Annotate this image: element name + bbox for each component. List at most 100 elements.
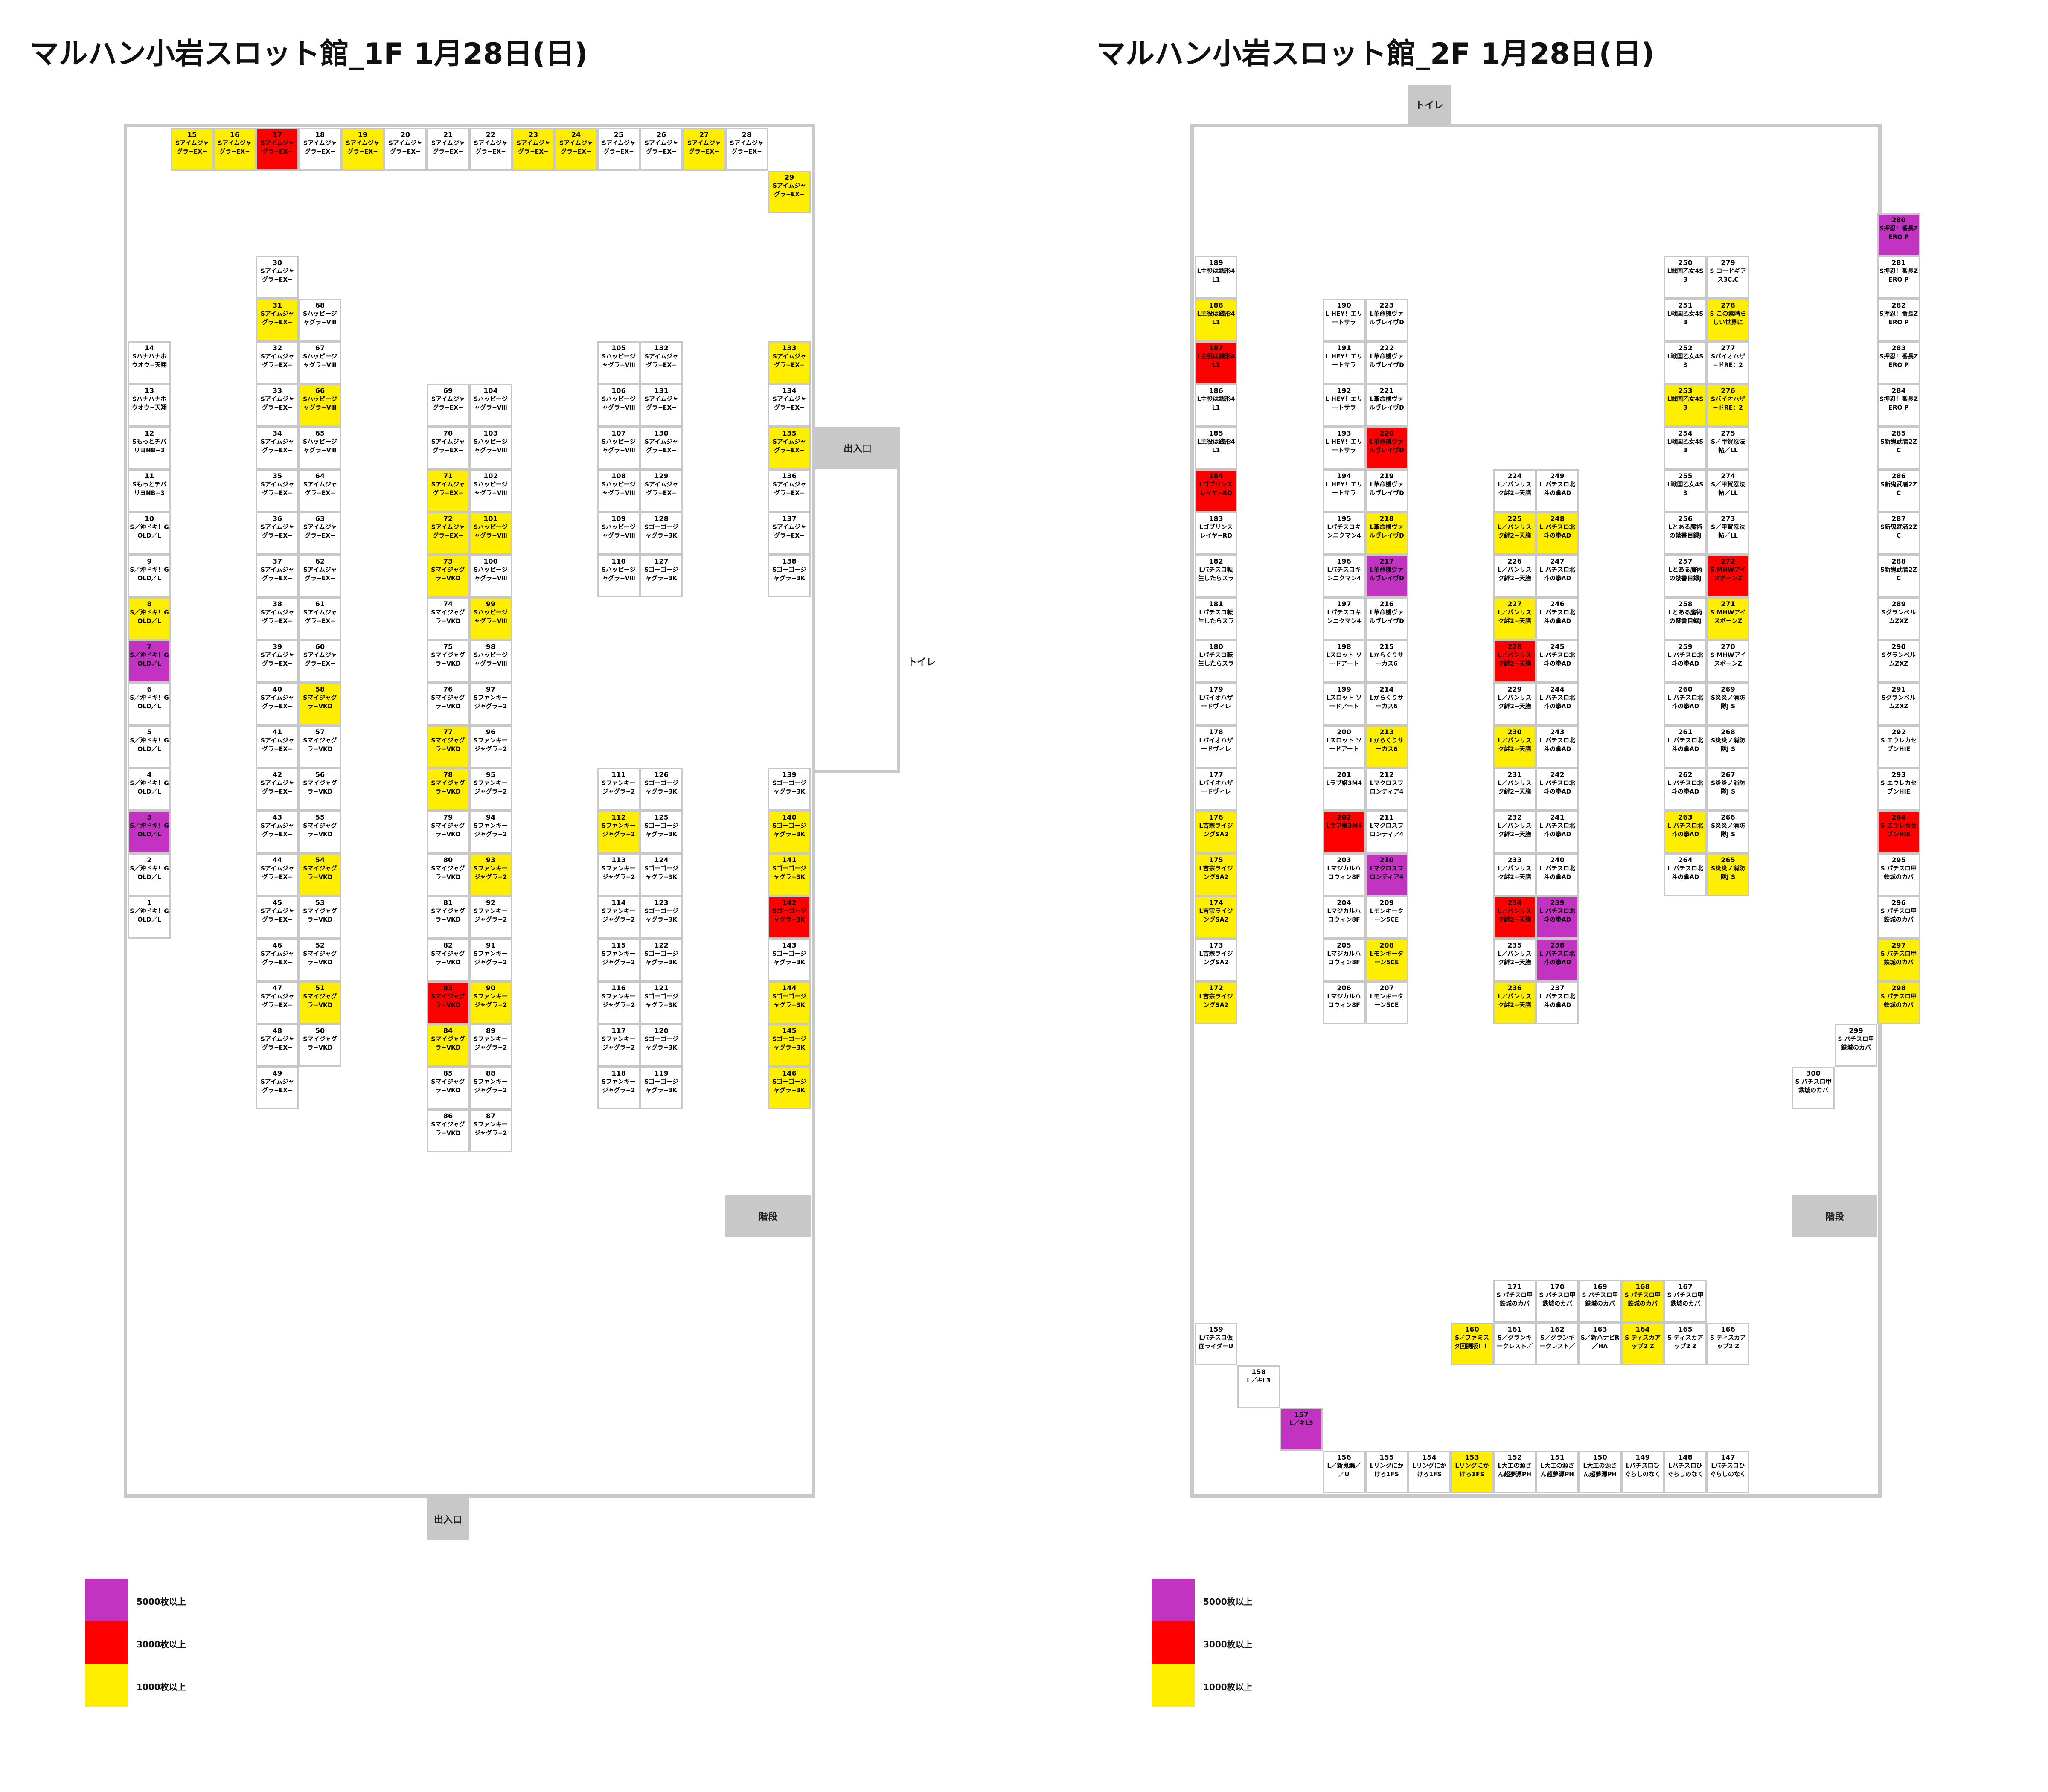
machine-number: 219 — [1379, 472, 1394, 480]
machine-title: Sアイムジャグラ−EX− — [260, 396, 294, 411]
machine-9: 9 S／沖ドキ！GOLD／L — [128, 555, 171, 597]
machine-title: Sハッピージャグラ−VⅢ — [602, 439, 636, 454]
machine-134: 134 Sアイムジャグラ−EX− — [768, 384, 811, 427]
machine-title: Sゴーゴージャグラ−3K — [644, 908, 678, 923]
machine-title: Sファンキージャグラ−2 — [601, 1036, 636, 1051]
legend-swatch-3000 — [85, 1621, 128, 1664]
machine-35: 35 Sアイムジャグラ−EX− — [256, 469, 299, 512]
machine-67: 67 Sハッピージャグラ−VⅢ — [299, 341, 341, 384]
machine-title: L戦国乙女4S3 — [1667, 311, 1704, 326]
machine-number: 104 — [483, 387, 498, 395]
machine-number: 23 — [528, 131, 538, 139]
machine-title: Sアイムジャグラ−EX− — [644, 353, 678, 369]
floor1-toilet: トイレ — [900, 640, 943, 683]
machine-130: 130 Sアイムジャグラ−EX− — [640, 427, 683, 469]
machine-title: Sファンキージャグラ−2 — [473, 737, 508, 753]
machine-title: Sアイムジャグラ−EX− — [772, 439, 806, 454]
machine-150: 150 L大工の源さん超夢源PH — [1579, 1451, 1621, 1493]
machine-number: 54 — [315, 856, 325, 864]
machine-number: 102 — [483, 472, 498, 480]
machine-number: 264 — [1678, 856, 1693, 864]
machine-48: 48 Sアイムジャグラ−EX− — [256, 1024, 299, 1067]
machine-275: 275 S／甲賀忍法帖／LL — [1707, 427, 1749, 469]
machine-title: L主役は銭形4L1 — [1197, 396, 1235, 411]
machine-title: L大工の源さん超夢源PH — [1540, 1463, 1574, 1478]
machine-title: S／沖ドキ！GOLD／L — [130, 780, 169, 795]
machine-number: 139 — [782, 771, 797, 779]
machine-208: 208 Lモンキーターン5CE — [1365, 939, 1408, 981]
machine-title: Sファンキージャグラ−2 — [473, 823, 508, 838]
machine-title: Sアイムジャグラ−EX− — [260, 1036, 294, 1051]
machine-title: Sアイムジャグラ−EX− — [260, 737, 294, 753]
machine-title: Sアイムジャグラ−EX− — [303, 140, 337, 155]
machine-198: 198 Lスロット ソードアート — [1323, 640, 1365, 683]
machine-number: 245 — [1550, 643, 1565, 651]
machine-293: 293 S エウレカセブンHIE — [1877, 768, 1920, 811]
machine-number: 294 — [1891, 813, 1906, 821]
machine-4: 4 S／沖ドキ！GOLD／L — [128, 768, 171, 811]
machine-46: 46 Sアイムジャグラ−EX− — [256, 939, 299, 981]
machine-title: Lからくりサーカス6 — [1370, 652, 1404, 667]
machine-273: 273 S／甲賀忍法帖／LL — [1707, 512, 1749, 555]
machine-number: 145 — [782, 1027, 797, 1035]
machine-number: 17 — [272, 131, 282, 139]
machine-73: 73 Sマイジャグラ−VKD — [427, 555, 469, 597]
machine-186: 186 L主役は銭形4L1 — [1195, 384, 1237, 427]
machine-title: Sハッピージャグラ−VⅢ — [303, 439, 337, 454]
machine-title: Sバイオハザ−ドRE：2 — [1711, 353, 1745, 369]
machine-number: 169 — [1593, 1283, 1607, 1291]
machine-number: 262 — [1678, 771, 1693, 779]
machine-236: 236 L／パンリスク絆2−天膳 — [1493, 981, 1536, 1024]
machine-286: 286 S新鬼武者2ZC — [1877, 469, 1920, 512]
machine-number: 259 — [1678, 643, 1693, 651]
machine-number: 181 — [1209, 600, 1223, 608]
machine-number: 260 — [1678, 685, 1693, 693]
machine-number: 116 — [611, 984, 626, 992]
machine-title: Lパチスロひぐらしのなく — [1667, 1463, 1703, 1478]
machine-107: 107 Sハッピージャグラ−VⅢ — [597, 427, 640, 469]
machine-title: Sゴーゴージャグラ−3K — [772, 567, 806, 582]
machine-title: Sマイジャグラ−VKD — [431, 609, 465, 625]
machine-53: 53 Sマイジャグラ−VKD — [299, 896, 341, 939]
machine-title: S／沖ドキ！GOLD／L — [130, 609, 169, 625]
machine-number: 161 — [1507, 1325, 1522, 1333]
machine-143: 143 Sゴーゴージャグラ−3K — [768, 939, 811, 981]
machine-100: 100 Sハッピージャグラ−VⅢ — [469, 555, 512, 597]
machine-299: 299 S パチスロ甲鉄城のカバ — [1835, 1024, 1877, 1067]
machine-title: Sアイムジャグラ−EX− — [175, 140, 209, 155]
machine-181: 181 Lパチスロ転生したらスラ — [1195, 597, 1237, 640]
machine-152: 152 L大工の源さん超夢源PH — [1493, 1451, 1536, 1493]
machine-number: 232 — [1507, 813, 1522, 821]
machine-227: 227 L／パンリスク絆2−天膳 — [1493, 597, 1536, 640]
machine-title: L戦国乙女4S3 — [1667, 481, 1704, 497]
machine-number: 183 — [1209, 515, 1223, 523]
machine-title: S炎炎ノ消防隊J S — [1711, 823, 1745, 838]
machine-title: Sマイジャグラ−VKD — [431, 737, 465, 753]
machine-number: 279 — [1721, 259, 1735, 267]
machine-165: 165 S ティスカアップ2 Z — [1664, 1323, 1707, 1365]
machine-223: 223 L革命機ヴァルヴレイヴD — [1365, 299, 1408, 341]
machine-title: L戦国乙女4S3 — [1667, 439, 1704, 454]
machine-251: 251 L戦国乙女4S3 — [1664, 299, 1707, 341]
machine-number: 51 — [315, 984, 325, 992]
machine-title: Sアイムジャグラ−EX− — [260, 268, 294, 283]
machine-title: Sアイムジャグラ−EX− — [260, 1079, 294, 1094]
machine-title: L戦国乙女4S3 — [1667, 353, 1704, 369]
machine-title: L主役は銭形4L1 — [1197, 311, 1235, 326]
machine-title: Sアイムジャグラ−EX− — [303, 652, 337, 667]
machine-number: 152 — [1507, 1453, 1522, 1461]
machine-number: 268 — [1721, 728, 1735, 736]
legend-swatch-5000 — [85, 1579, 128, 1621]
machine-title: L パチスロ北斗の拳AD — [1539, 652, 1575, 667]
machine-number: 224 — [1507, 472, 1522, 480]
machine-120: 120 Sゴーゴージャグラ−3K — [640, 1024, 683, 1067]
machine-number: 243 — [1550, 728, 1565, 736]
machine-title: S押忍！番長ZERO P — [1879, 225, 1918, 241]
machine-285: 285 S新鬼武者2ZC — [1877, 427, 1920, 469]
machine-number: 56 — [315, 771, 325, 779]
machine-132: 132 Sアイムジャグラ−EX− — [640, 341, 683, 384]
machine-title: S パチスロ甲鉄城のカバ — [1539, 1292, 1576, 1307]
machine-title: Sアイムジャグラ−EX− — [260, 609, 294, 625]
machine-number: 83 — [443, 984, 453, 992]
machine-number: 159 — [1209, 1325, 1223, 1333]
